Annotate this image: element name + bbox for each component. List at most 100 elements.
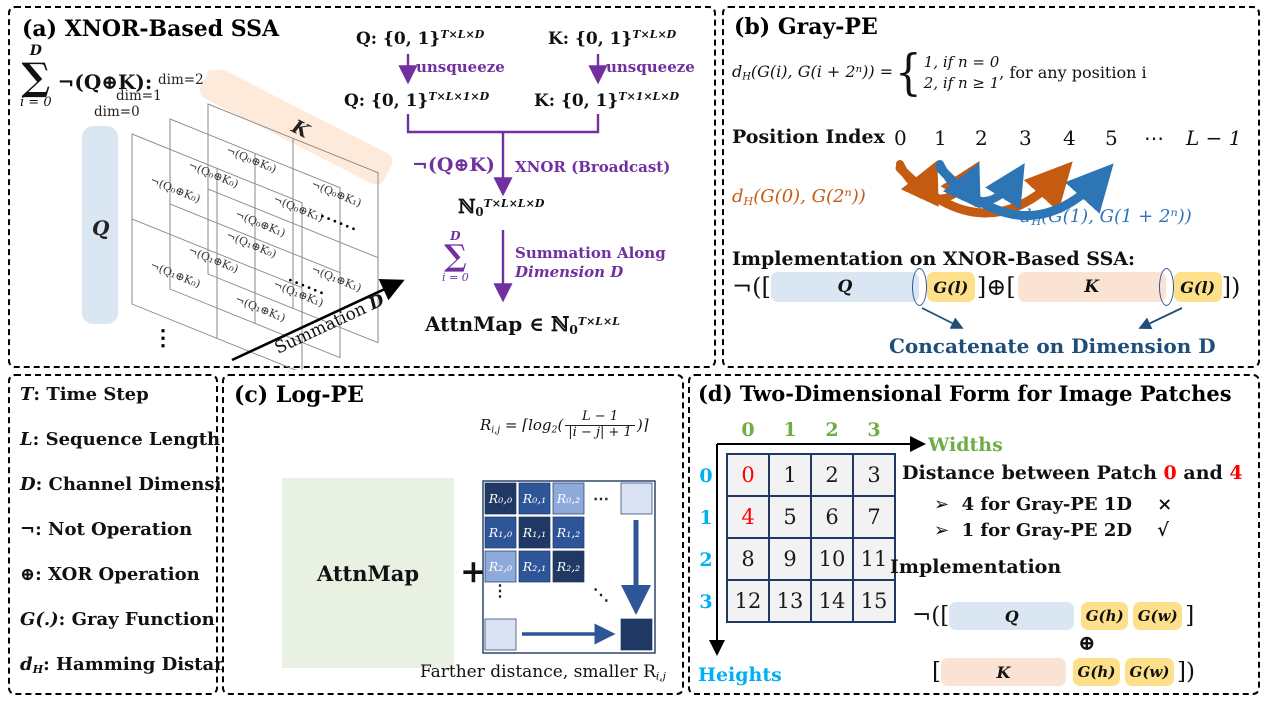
merge-bracket xyxy=(406,114,600,134)
patch-0: 0 xyxy=(741,463,754,487)
position-last: L − 1 xyxy=(1186,126,1242,150)
panel-log-pe: (c) Log-PE K Q AttnMap + Ri,j = ⌈log2( L… xyxy=(222,374,684,695)
r-cell-label: R₁,₀ xyxy=(488,525,512,540)
concat-oval-q xyxy=(911,268,927,306)
r-cell-label: R₀,₁ xyxy=(522,491,546,506)
k-shape-top: K: {0, 1}T×L×D xyxy=(548,28,677,50)
cell-label: ¬(Q₁⊕K₁) xyxy=(233,293,287,325)
summation-label-2: Dimension D xyxy=(515,263,624,281)
legend-item-d: D: Channel Dimension xyxy=(20,474,247,495)
xor-symbol: ⊕ xyxy=(1078,630,1096,655)
nat-shape: ℕ0T×L×L×D xyxy=(458,196,545,219)
q-shape-mid: Q: {0, 1}T×L×1×D xyxy=(344,90,490,112)
xnor-lattice: K Q ¬(Q₀⊕K₀) ¬(Q₀⊕K₁) ¬(Q₁⊕K₀) ¬(Q₁⊕K₁) … xyxy=(82,70,405,370)
q-pill-2d: Q xyxy=(949,602,1075,630)
concat-arrows xyxy=(921,307,1183,330)
bullet-icon: ➢ xyxy=(934,520,950,541)
unsqueeze-label-k: unsqueeze xyxy=(606,58,695,76)
orange-arc-label: dH(G(0), G(2ⁿ)) xyxy=(732,186,866,208)
panel-b-title: (b) Gray-PE xyxy=(734,14,878,40)
legend-item-t: T: Time Step xyxy=(20,384,149,405)
cell-label: ¬(Q₀⊕K₀) xyxy=(224,144,278,176)
patch-8: 8 xyxy=(741,547,754,571)
col-label-3: 3 xyxy=(867,419,880,441)
widths-label: Widths xyxy=(928,434,1003,456)
patch-4: 4 xyxy=(741,505,754,529)
gh-pill-q: G(h) xyxy=(1081,602,1129,630)
patch-5: 5 xyxy=(783,505,796,529)
implementation-title: Implementation on XNOR-Based SSA: xyxy=(732,248,1136,270)
concat-oval-k xyxy=(1158,268,1174,306)
unsqueeze-label-q: unsqueeze xyxy=(416,58,505,76)
bullet-1: ➢ 4 for Gray-PE 1D × xyxy=(934,494,1173,515)
r-cell-label: R₁,₂ xyxy=(556,525,580,540)
summation-label-1: Summation Along xyxy=(515,244,666,262)
panel-d-title: (d) Two-Dimensional Form for Image Patch… xyxy=(698,381,1232,406)
ssa-sum-formula: D ∑ i = 0 ¬(Q⊕K): xyxy=(20,44,152,109)
q-shape-top: Q: {0, 1}T×L×D xyxy=(356,28,485,50)
panel-xnor-ssa: (a) XNOR-Based SSA D ∑ i = 0 ¬(Q⊕K): K Q xyxy=(8,6,716,370)
sigma-lower: i = 0 xyxy=(20,95,52,110)
position-index-label: Position Index xyxy=(732,126,885,148)
legend-item-gray: G(.): Gray Function xyxy=(20,609,215,630)
cell-label: ¬(Q₀⊕K₀) xyxy=(186,159,240,191)
blue-arc-1-5 xyxy=(935,163,1114,220)
distance-line: Distance between Patch 0 and 4 xyxy=(902,462,1243,484)
cross-mark: × xyxy=(1157,494,1173,515)
q-band-label: Q xyxy=(92,216,110,240)
r-cell-label: R₀,₀ xyxy=(488,491,512,506)
r-cell-label: R₀,₂ xyxy=(556,491,580,506)
patch-2: 2 xyxy=(825,463,838,487)
broadcast-label: XNOR (Broadcast) xyxy=(515,158,671,176)
sigma-upper: D xyxy=(29,43,42,59)
position-5: 5 xyxy=(1105,126,1118,150)
cell-label: ¬(Q₀⊕K₀) xyxy=(148,174,202,206)
gl-pill-k: G(l) xyxy=(1173,272,1222,302)
log-pe-formula: Ri,j = ⌈log2( L − 1 |i − j| + 1 )⌉ xyxy=(480,409,649,440)
r-cell-label: R₁,₁ xyxy=(522,525,546,540)
dim2-label: dim=2 xyxy=(158,72,204,88)
r-matrix: R₀,₀ R₀,₁ R₀,₂ R₁,₀ R₁,₁ R₁,₂ R₂,₀ R₂,₁ … xyxy=(482,480,656,654)
position-dots: ⋯ xyxy=(1144,126,1164,150)
attnmap-label: AttnMap xyxy=(316,560,420,586)
patch-9: 9 xyxy=(783,547,796,571)
gl-pill-q: G(l) xyxy=(926,272,975,302)
blue-arc-label: dH(G(1), G(1 + 2ⁿ)) xyxy=(1020,206,1192,228)
xnor-label: ¬(Q⊕K) xyxy=(412,154,495,176)
panel-gray-pe: (b) Gray-PE dH(G(i), G(i + 2ⁿ)) = { 1, i… xyxy=(722,6,1260,368)
attnmap-block: AttnMap xyxy=(282,478,454,668)
col-label-2: 2 xyxy=(825,419,838,441)
k-shape-mid: K: {0, 1}T×1×L×D xyxy=(534,90,680,112)
bullet-2: ➢ 1 for Gray-PE 2D √ xyxy=(934,520,1169,541)
col-label-0: 0 xyxy=(741,419,754,441)
bullet-icon: ➢ xyxy=(934,494,950,515)
case-brace: { xyxy=(895,44,922,101)
panel-a-title: (a) XNOR-Based SSA xyxy=(22,16,280,42)
ddots: ⋱ xyxy=(593,585,609,604)
impl-formula-line1: ¬([ Q G(h) G(w) ] xyxy=(912,602,1195,630)
position-1: 1 xyxy=(934,126,947,150)
implementation-label: Implementation xyxy=(890,556,1062,578)
patch-15: 15 xyxy=(861,589,888,613)
sigma-expr: ¬(Q⊕K): xyxy=(57,69,153,94)
plane-dim1 xyxy=(169,118,341,359)
legend-item-hamming: dH: Hamming Distance xyxy=(20,654,250,676)
panel-2d-form: (d) Two-Dimensional Form for Image Patch… xyxy=(688,374,1260,695)
position-4: 4 xyxy=(1063,126,1076,150)
patch-14: 14 xyxy=(819,589,846,613)
r-cell-label: R₂,₂ xyxy=(556,559,580,574)
r-cell-label: R₂,₁ xyxy=(522,559,546,574)
hamming-formula: dH(G(i), G(i + 2ⁿ)) = { 1, if n = 0 2, i… xyxy=(732,44,1147,101)
vdots: ⋮ xyxy=(492,581,508,600)
cell-label: ¬(Q₁⊕K₀) xyxy=(148,259,202,291)
position-3: 3 xyxy=(1019,126,1032,150)
heights-label: Heights xyxy=(698,664,782,686)
sigma-symbol: ∑ xyxy=(21,54,51,99)
hdots: ⋯ xyxy=(593,489,609,508)
patch-7: 7 xyxy=(867,505,880,529)
position-0: 0 xyxy=(894,126,907,150)
gh-pill-k: G(h) xyxy=(1072,658,1120,686)
patch-6: 6 xyxy=(825,505,838,529)
legend-item-l: L: Sequence Length xyxy=(20,429,221,450)
orange-arc-0-4 xyxy=(895,161,1073,218)
